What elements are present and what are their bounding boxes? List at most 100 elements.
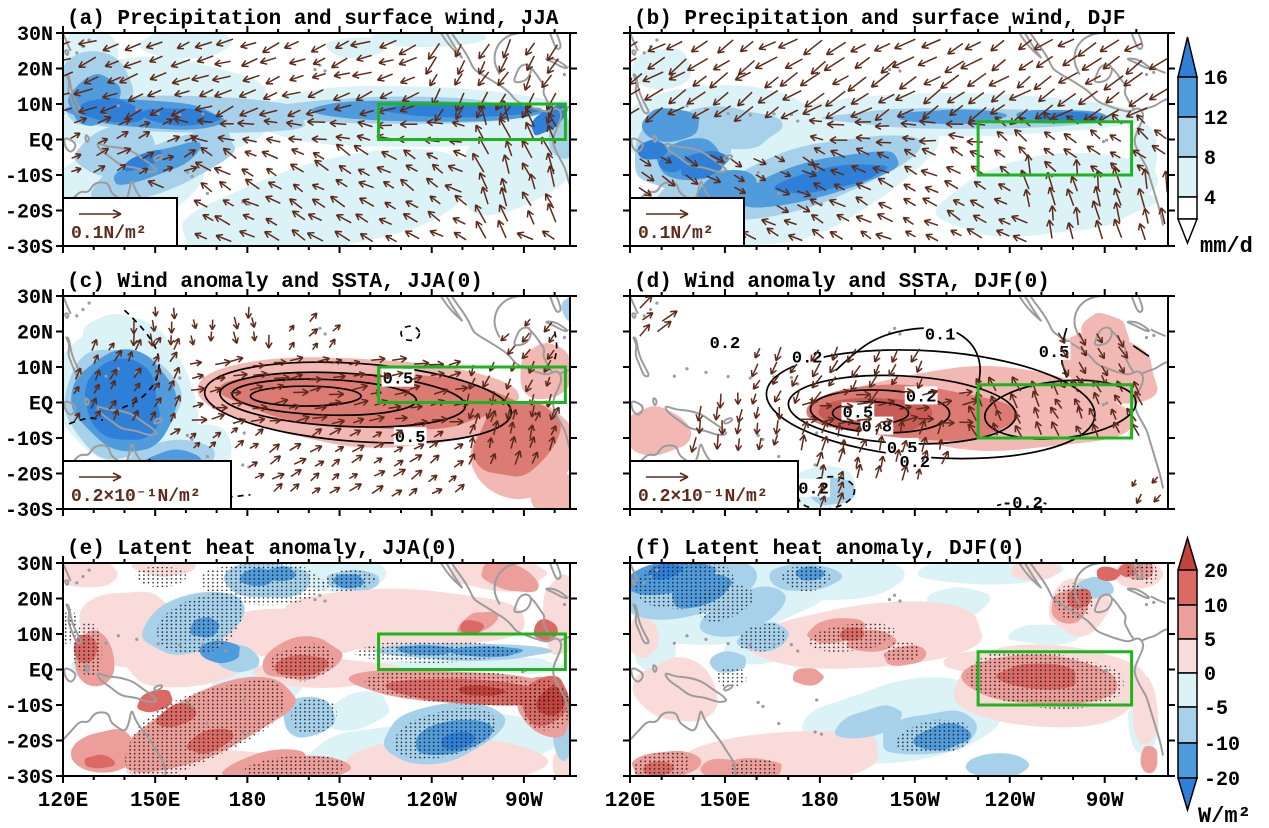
wind-arrow	[167, 335, 175, 346]
wind-arrow	[846, 348, 857, 364]
wind-arrow	[410, 403, 423, 411]
wind-arrow	[124, 42, 141, 52]
wind-arrow	[645, 106, 663, 124]
analysis-box	[976, 383, 1134, 440]
wind-arrow	[193, 441, 201, 449]
wind-arrow	[353, 398, 369, 407]
coastline	[530, 597, 553, 640]
coastline	[1126, 587, 1151, 600]
wind-arrow	[541, 74, 553, 89]
wind-arrow	[289, 355, 304, 363]
wind-arrow	[349, 483, 363, 492]
wind-arrow	[427, 210, 441, 222]
wind-arrow	[523, 74, 532, 91]
wind-arrow	[944, 60, 965, 74]
wind-arrow	[240, 41, 257, 50]
wind-arrow	[1132, 380, 1140, 394]
wind-arrow	[191, 319, 198, 330]
island-dot	[887, 67, 892, 72]
stipple-region	[1053, 582, 1093, 620]
wind-arrow	[133, 382, 141, 392]
coastline	[1150, 328, 1166, 337]
wind-arrow	[847, 76, 867, 92]
wind-arrow	[207, 331, 215, 342]
wind-arrow	[399, 120, 418, 129]
wind-arrow	[265, 167, 277, 177]
wind-arrow	[492, 420, 500, 435]
coastline	[1073, 33, 1101, 75]
analysis-box	[377, 632, 567, 671]
wind-arrow	[232, 417, 247, 425]
wind-arrow	[1105, 91, 1120, 104]
wind-arrow	[311, 342, 319, 351]
wind-arrow	[1158, 207, 1167, 225]
wind-arrow	[1072, 159, 1081, 176]
wind-arrow	[903, 165, 918, 176]
wind-arrow	[357, 119, 373, 128]
stipple-region	[809, 622, 896, 653]
wind-arrow	[877, 93, 895, 104]
wind-arrow	[1153, 494, 1162, 503]
wind-arrow	[771, 374, 780, 386]
wind-arrow	[1136, 127, 1149, 140]
wind-arrow	[393, 459, 404, 467]
wind-arrow	[306, 232, 324, 242]
wind-arrow	[915, 468, 923, 480]
wind-arrow	[993, 197, 1008, 205]
wind-arrow	[1131, 149, 1147, 159]
wind-arrow	[149, 410, 157, 422]
island-dot	[116, 367, 120, 371]
wind-arrow	[293, 457, 307, 465]
island-dot	[201, 642, 205, 646]
coastline	[153, 684, 164, 692]
wind-arrow	[385, 234, 397, 243]
wind-arrow	[183, 165, 198, 173]
wind-arrow	[477, 71, 490, 87]
island-dot	[323, 69, 327, 73]
wind-arrow	[217, 134, 235, 143]
wind-arrow	[453, 459, 465, 468]
wind-arrow	[692, 75, 707, 88]
wind-arrow	[920, 436, 929, 453]
wind-arrow	[149, 72, 167, 81]
island-dot	[205, 454, 210, 459]
wind-arrow	[812, 182, 827, 192]
wind-arrow	[713, 105, 732, 118]
wind-arrow	[900, 464, 909, 481]
wind-arrow	[399, 105, 415, 113]
wind-arrow	[543, 321, 553, 333]
wind-arrow	[878, 201, 893, 210]
coastline	[1093, 326, 1113, 347]
wind-arrow	[230, 427, 239, 434]
colorbar-tick-label: 4	[1204, 188, 1216, 211]
wind-arrow	[94, 369, 101, 381]
stipple-region	[364, 668, 556, 707]
island-dot	[704, 637, 708, 641]
wind-arrow	[877, 177, 894, 188]
wind-arrow	[819, 495, 827, 508]
wind-arrow	[390, 429, 404, 437]
wind-arrow	[548, 333, 555, 344]
wind-arrow	[821, 420, 829, 434]
island-dot	[819, 732, 824, 736]
island-dot	[116, 634, 120, 638]
wind-arrow	[529, 405, 537, 418]
wind-arrow	[252, 403, 268, 412]
wind-arrow	[215, 233, 232, 243]
wind-arrow	[244, 149, 257, 157]
wind-arrow	[254, 428, 264, 437]
wind-arrow	[1062, 55, 1078, 67]
island-dot	[242, 431, 246, 435]
coastline	[631, 49, 637, 56]
wind-arrow	[249, 384, 264, 392]
island-dot	[789, 643, 794, 647]
wind-arrow	[77, 106, 97, 115]
wind-arrow	[274, 373, 290, 382]
wind-arrow	[1070, 175, 1079, 192]
wind-arrow	[194, 161, 212, 172]
wind-arrow	[752, 379, 761, 390]
wind-arrow	[498, 117, 512, 139]
wind-arrow	[454, 443, 464, 450]
y-tick-label: EQ	[29, 131, 53, 154]
wind-arrow	[789, 363, 798, 374]
